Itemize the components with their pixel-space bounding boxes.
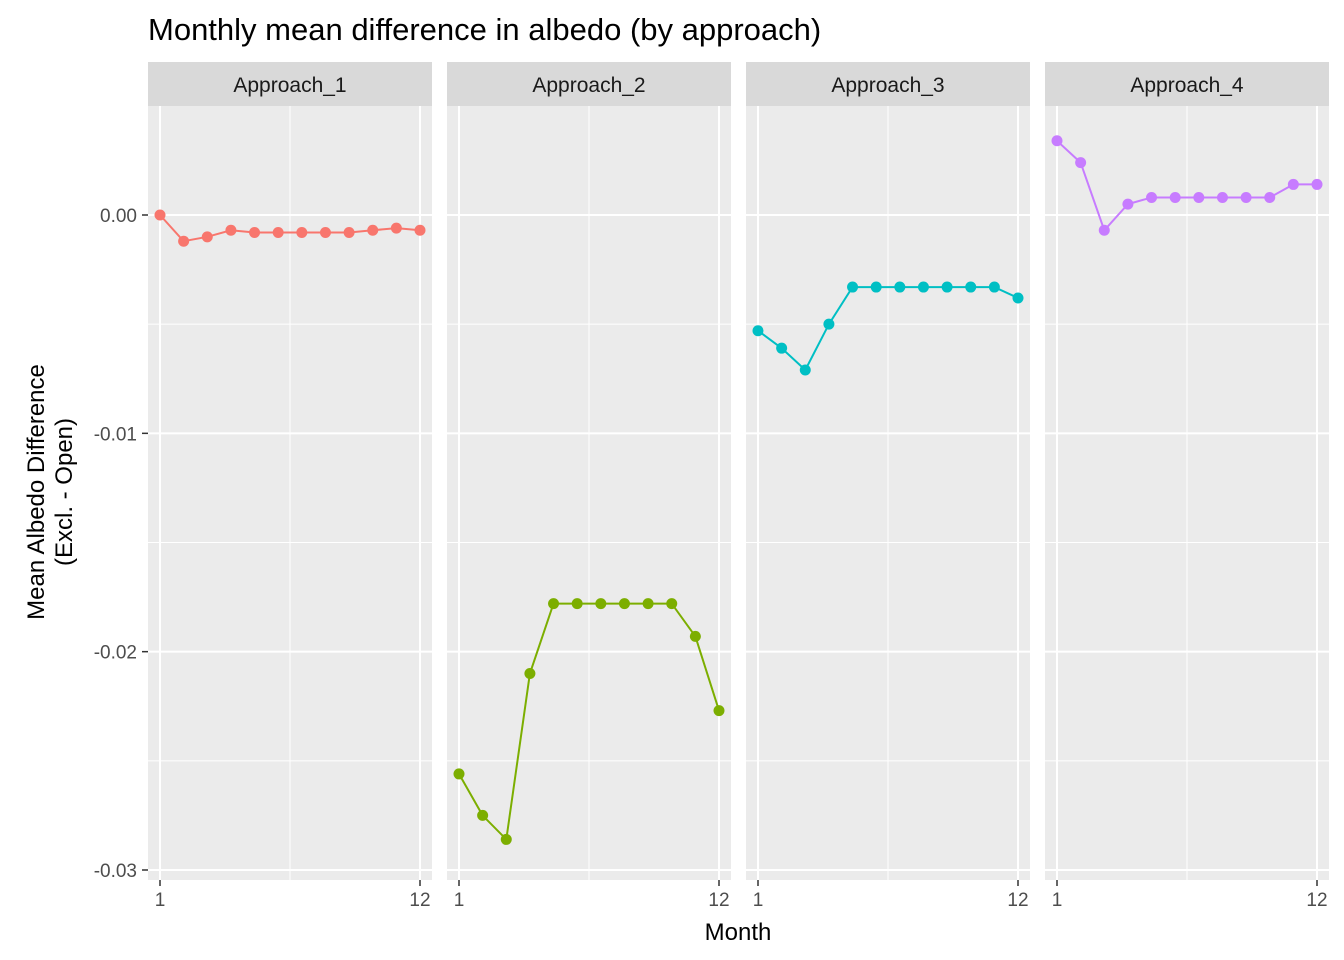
y-tick-label: -0.01 [94,424,137,445]
data-point [1146,192,1158,204]
data-point [201,231,213,243]
x-tick-label: 1 [454,890,465,911]
data-point [296,226,308,238]
data-point [225,224,237,236]
facet-approach-2: Approach_2 1 12 [447,62,731,911]
data-point [272,226,284,238]
x-tick-label: 12 [1306,890,1327,911]
data-point [799,364,811,376]
data-point [1075,157,1087,169]
data-point [154,209,166,221]
data-point [689,630,701,642]
x-tick-label: 12 [708,890,729,911]
data-point [319,226,331,238]
chart-title: Monthly mean difference in albedo (by ap… [148,12,821,47]
facet-strip-label: Approach_2 [532,74,645,97]
facet-strip-label: Approach_4 [1130,74,1244,97]
data-point [1098,224,1110,236]
data-point [548,598,560,610]
data-point [500,833,512,845]
y-tick-label: -0.02 [94,643,137,664]
x-tick-label: 12 [1007,890,1028,911]
data-point [571,598,583,610]
data-point [1012,292,1024,304]
series-line [458,602,720,842]
data-point [343,226,355,238]
y-axis-label-line-1: Mean Albedo Difference [23,364,50,620]
data-point [666,598,678,610]
data-point [1169,192,1181,204]
data-point [1051,135,1063,147]
data-point [1311,178,1323,190]
data-point [917,281,929,293]
data-point [823,318,835,330]
data-point [390,222,402,234]
y-tick-label: -0.03 [94,861,137,882]
facet-approach-4: Approach_4 1 12 [1045,62,1329,911]
x-tick-label: 1 [155,890,166,911]
data-point [870,281,882,293]
data-point [1193,192,1205,204]
data-point [249,226,261,238]
facet-strip [1045,62,1329,106]
data-point [1216,192,1228,204]
data-point [1264,192,1276,204]
x-tick-label: 1 [753,890,764,911]
data-point [965,281,977,293]
facet-strip [148,62,432,106]
data-point [988,281,1000,293]
y-axis: 0.00 -0.01 -0.02 -0.03 [94,206,148,882]
data-point [642,598,654,610]
data-point [178,235,190,247]
data-point [595,598,607,610]
x-axis-label: Month [705,919,772,946]
facet-strip [746,62,1030,106]
facet-approach-3: Approach_3 1 12 [746,62,1030,911]
facet-strip [447,62,731,106]
x-tick-label: 1 [1052,890,1063,911]
data-point [1287,178,1299,190]
x-tick-label: 12 [409,890,430,911]
data-point [1122,198,1134,210]
data-point [941,281,953,293]
facet-strip-label: Approach_3 [831,74,944,97]
data-point [1240,192,1252,204]
data-point [894,281,906,293]
y-axis-label-line-2: (Excl. - Open) [51,418,78,566]
data-point [477,809,489,821]
data-point [414,224,426,236]
facet-strip-label: Approach_1 [233,74,346,97]
data-point [752,325,764,337]
y-tick-label: 0.00 [100,206,137,227]
data-point [524,668,536,679]
data-point [618,598,630,610]
data-point [847,281,859,293]
data-point [776,342,788,354]
data-point [453,768,465,780]
data-point [713,705,725,717]
facet-approach-1: Approach_1 1 12 [148,62,432,911]
data-point [367,224,379,236]
